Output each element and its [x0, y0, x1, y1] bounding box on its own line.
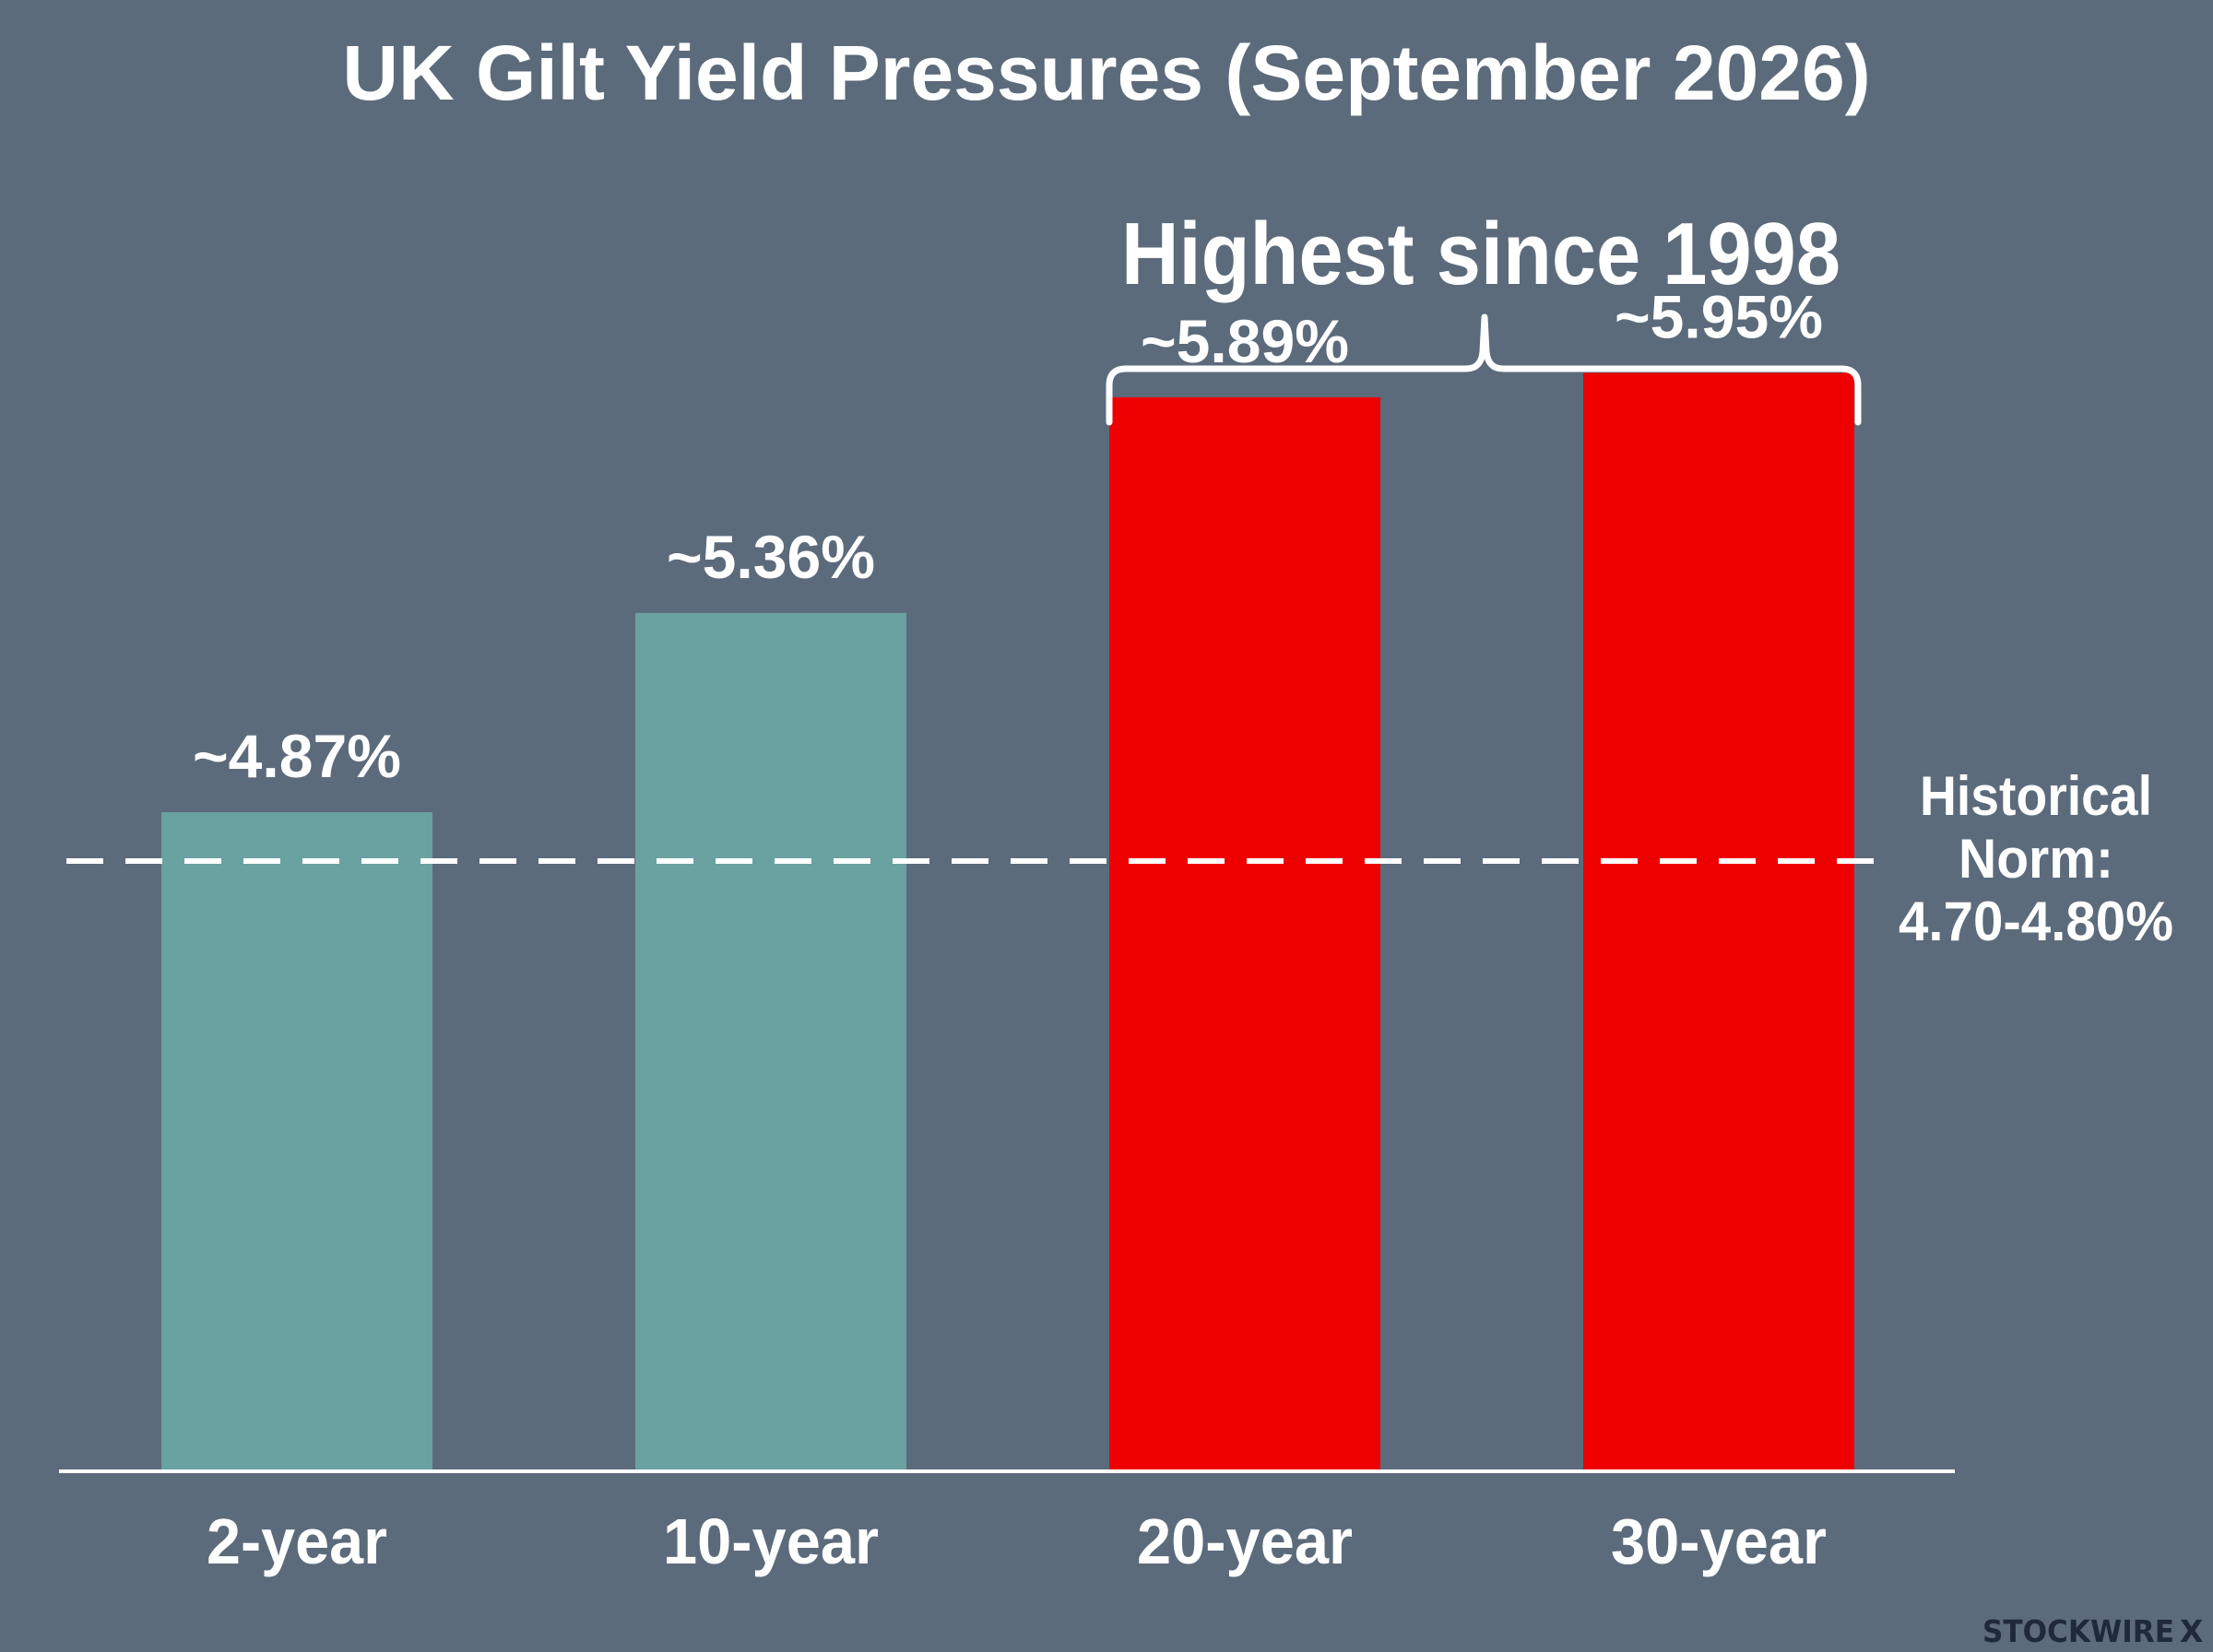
chart-title: UK Gilt Yield Pressures (September 2026) [342, 30, 1870, 116]
data-label-10-year: ~5.36% [667, 523, 875, 591]
annotation-brace [1106, 313, 1862, 426]
x-tick-label-2-year: 2-year [207, 1505, 387, 1577]
bar-2-year [161, 812, 432, 1471]
bar-10-year [635, 612, 906, 1471]
x-tick-label-20-year: 20-year [1137, 1505, 1353, 1577]
reference-line-label-1: Historical [1920, 765, 2152, 827]
brand-logo-mark: X [2180, 1613, 2203, 1649]
bar-20-year [1109, 396, 1380, 1471]
x-tick-label-10-year: 10-year [663, 1505, 879, 1577]
bars-group: ~4.87% 2-year ~5.36% 10-year ~5.89% 20-year ~5… [161, 282, 1854, 1577]
reference-line-label-3: 4.70-4.80% [1899, 891, 2173, 952]
brand-logo-text: STOCKWIRE [1982, 1613, 2174, 1649]
data-label-2-year: ~4.87% [193, 722, 401, 790]
data-label-20-year: ~5.89% [1141, 307, 1349, 375]
reference-line-label-2: Norm: [1959, 828, 2113, 890]
annotation-text: Highest since 1998 [1121, 205, 1840, 303]
x-tick-label-30-year: 30-year [1611, 1505, 1827, 1577]
data-label-30-year: ~5.95% [1615, 282, 1823, 350]
annotation-group: Highest since 1998 [1106, 205, 1862, 426]
bar-30-year [1583, 372, 1854, 1472]
